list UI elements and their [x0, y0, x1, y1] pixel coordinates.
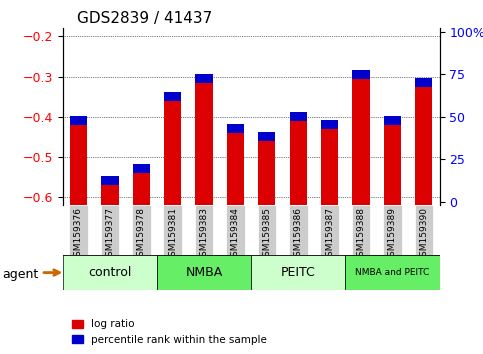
Text: GSM159388: GSM159388 — [356, 207, 366, 262]
FancyBboxPatch shape — [163, 205, 182, 255]
Text: GSM159386: GSM159386 — [294, 207, 303, 262]
Text: GSM159383: GSM159383 — [199, 207, 209, 262]
Bar — [415, 87, 432, 205]
Bar — [290, 121, 307, 205]
Bar — [101, 176, 118, 185]
Text: GSM159385: GSM159385 — [262, 207, 271, 262]
Bar — [164, 101, 181, 205]
Bar — [290, 112, 307, 121]
Text: GSM159390: GSM159390 — [419, 207, 428, 262]
Text: control: control — [88, 266, 131, 279]
Bar — [133, 164, 150, 173]
Bar — [384, 116, 401, 125]
Bar — [321, 120, 338, 129]
Bar — [227, 124, 244, 133]
Text: GSM159376: GSM159376 — [74, 207, 83, 262]
Bar — [415, 78, 432, 87]
Bar — [101, 185, 118, 205]
FancyBboxPatch shape — [100, 205, 119, 255]
Bar — [164, 92, 181, 101]
Bar — [258, 141, 275, 205]
FancyBboxPatch shape — [320, 205, 339, 255]
Bar — [353, 70, 369, 79]
Bar — [70, 116, 87, 125]
FancyBboxPatch shape — [69, 205, 88, 255]
FancyBboxPatch shape — [226, 205, 245, 255]
Text: NMBA and PEITC: NMBA and PEITC — [355, 268, 429, 277]
Bar — [321, 129, 338, 205]
Bar — [133, 173, 150, 205]
FancyBboxPatch shape — [63, 255, 157, 290]
Bar — [384, 125, 401, 205]
FancyBboxPatch shape — [251, 255, 345, 290]
FancyBboxPatch shape — [289, 205, 308, 255]
Text: PEITC: PEITC — [281, 266, 315, 279]
Text: GSM159387: GSM159387 — [325, 207, 334, 262]
FancyBboxPatch shape — [132, 205, 151, 255]
FancyBboxPatch shape — [414, 205, 433, 255]
Bar — [227, 133, 244, 205]
FancyBboxPatch shape — [195, 205, 213, 255]
FancyBboxPatch shape — [345, 255, 440, 290]
Bar — [258, 132, 275, 141]
Text: GDS2839 / 41437: GDS2839 / 41437 — [77, 11, 213, 26]
Legend: log ratio, percentile rank within the sample: log ratio, percentile rank within the sa… — [68, 315, 271, 349]
Text: GSM159377: GSM159377 — [105, 207, 114, 262]
FancyBboxPatch shape — [257, 205, 276, 255]
Bar — [196, 74, 213, 82]
Text: GSM159381: GSM159381 — [168, 207, 177, 262]
Bar — [353, 79, 369, 205]
FancyBboxPatch shape — [383, 205, 402, 255]
Text: GSM159389: GSM159389 — [388, 207, 397, 262]
FancyBboxPatch shape — [352, 205, 370, 255]
Text: NMBA: NMBA — [185, 266, 223, 279]
Bar — [196, 82, 213, 205]
Text: GSM159384: GSM159384 — [231, 207, 240, 262]
Bar — [70, 125, 87, 205]
Text: GSM159378: GSM159378 — [137, 207, 146, 262]
FancyBboxPatch shape — [157, 255, 251, 290]
Text: agent: agent — [2, 268, 39, 281]
